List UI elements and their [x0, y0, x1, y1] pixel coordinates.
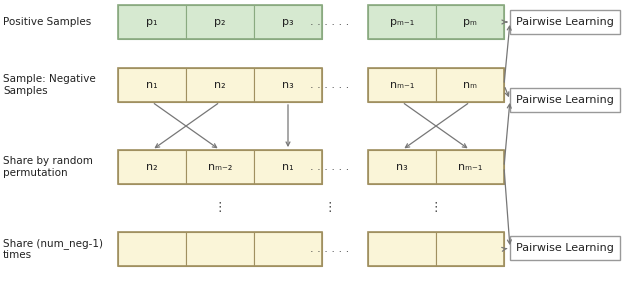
Text: p₁: p₁ — [147, 17, 157, 27]
Text: n₁: n₁ — [146, 80, 158, 90]
Text: pₘ₋₁: pₘ₋₁ — [390, 17, 414, 27]
Text: p₂: p₂ — [214, 17, 226, 27]
Text: n₂: n₂ — [214, 80, 226, 90]
Bar — [368, 150, 436, 184]
Text: ⋮: ⋮ — [214, 202, 227, 215]
Text: . . . . . .: . . . . . . — [310, 80, 349, 90]
Text: nₘ₋₁: nₘ₋₁ — [458, 162, 482, 172]
Bar — [118, 232, 186, 266]
Text: Share by random
permutation: Share by random permutation — [3, 156, 93, 178]
Bar — [186, 5, 254, 39]
Bar — [436, 232, 504, 266]
Bar — [368, 68, 436, 102]
Bar — [254, 68, 322, 102]
Bar — [436, 150, 504, 184]
Bar — [118, 5, 186, 39]
Text: n₂: n₂ — [146, 162, 158, 172]
Bar — [186, 68, 254, 102]
Text: . . . . . .: . . . . . . — [310, 244, 349, 254]
Bar — [368, 232, 504, 266]
Text: Pairwise Learning: Pairwise Learning — [516, 17, 614, 27]
Bar — [118, 232, 322, 266]
Bar — [368, 5, 504, 39]
Text: p₃: p₃ — [282, 17, 294, 27]
Text: Pairwise Learning: Pairwise Learning — [516, 95, 614, 105]
Bar — [510, 88, 620, 112]
Bar — [118, 68, 186, 102]
Text: Share (num_neg-1)
times: Share (num_neg-1) times — [3, 238, 103, 260]
Text: Positive Samples: Positive Samples — [3, 17, 92, 27]
Text: nₘ₋₁: nₘ₋₁ — [390, 80, 414, 90]
Bar — [254, 150, 322, 184]
Bar — [436, 5, 504, 39]
Bar — [436, 68, 504, 102]
Bar — [186, 232, 254, 266]
Text: n₃: n₃ — [282, 80, 294, 90]
Bar — [118, 68, 322, 102]
Text: . . . . . .: . . . . . . — [310, 17, 349, 27]
Text: nₘ₋₂: nₘ₋₂ — [208, 162, 232, 172]
Bar — [118, 150, 186, 184]
Text: ⋮: ⋮ — [324, 202, 336, 215]
Bar — [510, 10, 620, 34]
Bar — [118, 150, 322, 184]
Bar — [254, 5, 322, 39]
Bar — [186, 150, 254, 184]
Bar — [368, 5, 436, 39]
Text: Pairwise Learning: Pairwise Learning — [516, 243, 614, 253]
Bar — [368, 68, 504, 102]
Bar — [254, 232, 322, 266]
Text: n₃: n₃ — [396, 162, 408, 172]
Bar — [118, 5, 322, 39]
Text: ⋮: ⋮ — [429, 202, 442, 215]
Text: n₁: n₁ — [282, 162, 294, 172]
Text: . . . . . .: . . . . . . — [310, 162, 349, 172]
Text: nₘ: nₘ — [463, 80, 477, 90]
Text: pₘ: pₘ — [463, 17, 477, 27]
Text: Sample: Negative
Samples: Sample: Negative Samples — [3, 74, 96, 96]
Bar — [510, 236, 620, 260]
Bar — [368, 232, 436, 266]
Bar — [368, 150, 504, 184]
